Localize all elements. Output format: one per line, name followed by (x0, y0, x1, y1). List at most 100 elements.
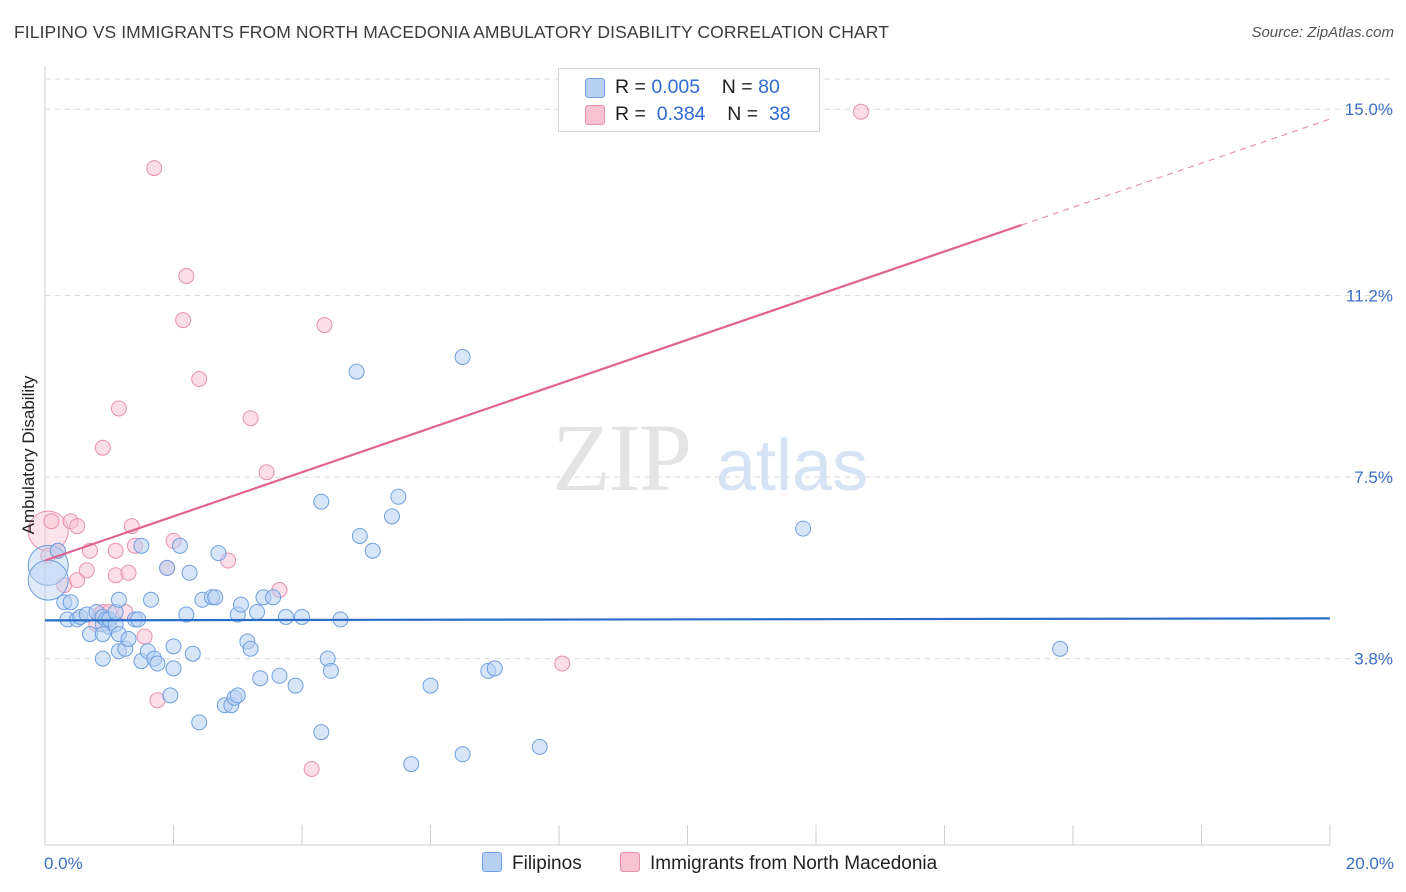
point-filipinos (348, 363, 365, 380)
legend-r-value: 0.384 (656, 103, 706, 125)
grid-lines (45, 78, 1390, 660)
point-north-macedonia (258, 464, 275, 481)
point-north-macedonia (191, 371, 208, 388)
y-tick-label: 15.0% (1345, 100, 1393, 119)
trend-line-filipinos (44, 617, 1331, 622)
tick-labels: 3.8% 7.5% 11.2% 15.0% 0.0% 20.0% (44, 100, 1394, 873)
chart-title: FILIPINO VS IMMIGRANTS FROM NORTH MACEDO… (14, 22, 890, 42)
point-north-macedonia (94, 439, 111, 456)
legend-r-label: R = (615, 103, 646, 125)
point-filipinos (364, 542, 381, 559)
point-filipinos (383, 508, 400, 525)
point-north-macedonia (107, 542, 124, 559)
point-north-macedonia (316, 317, 333, 334)
trend-line-north-macedonia-dashed (1021, 118, 1331, 226)
point-filipinos (207, 589, 224, 606)
point-filipinos (242, 640, 259, 657)
bottom-legend-filipinos: Filipinos (482, 852, 582, 875)
point-north-macedonia (242, 410, 259, 427)
point-filipinos (454, 348, 471, 365)
y-tick-label: 3.8% (1354, 650, 1393, 669)
y-tick-label: 11.2% (1346, 287, 1393, 306)
point-filipinos (277, 608, 294, 625)
point-filipinos (181, 564, 198, 581)
bottom-legend-swatch-blue (482, 852, 502, 872)
trend-lines (44, 118, 1331, 622)
legend-r-value: 0.005 (651, 76, 701, 98)
bottom-legend-north-macedonia: Immigrants from North Macedonia (620, 852, 937, 875)
point-filipinos (229, 687, 246, 704)
bottom-legend-label: Immigrants from North Macedonia (650, 853, 938, 874)
source-label: Source: ZipAtlas.com (1251, 24, 1394, 41)
point-filipinos (27, 559, 69, 601)
point-filipinos (165, 660, 182, 677)
point-filipinos (133, 537, 150, 554)
x-tick-label: 0.0% (44, 854, 83, 873)
y-axis-label: Ambulatory Disability (19, 375, 38, 534)
point-filipinos (531, 738, 548, 755)
point-filipinos (120, 630, 137, 647)
point-north-macedonia (110, 400, 127, 417)
legend-n-label: N = (721, 76, 753, 98)
point-north-macedonia (120, 564, 137, 581)
point-north-macedonia (69, 572, 86, 589)
point-filipinos (454, 746, 471, 763)
point-north-macedonia (554, 655, 571, 672)
point-filipinos (422, 677, 439, 694)
trend-line-north-macedonia (44, 223, 1022, 562)
point-filipinos (232, 596, 249, 613)
point-north-macedonia (303, 760, 320, 777)
point-filipinos (149, 655, 166, 672)
legend-n-label: N = (727, 103, 759, 125)
point-filipinos (94, 650, 111, 667)
point-north-macedonia (69, 518, 86, 535)
point-filipinos (162, 687, 179, 704)
point-filipinos (795, 520, 812, 537)
point-filipinos (178, 606, 195, 623)
point-filipinos (486, 660, 503, 677)
watermark-zip: ZIP (552, 404, 690, 511)
point-filipinos (322, 662, 339, 679)
axes (44, 66, 1331, 846)
point-filipinos (249, 604, 266, 621)
legend-r-label: R = (615, 76, 646, 98)
point-north-macedonia (78, 562, 95, 579)
y-tick-label: 7.5% (1354, 468, 1393, 487)
point-filipinos (313, 724, 330, 741)
point-filipinos (287, 677, 304, 694)
point-filipinos (390, 488, 407, 505)
point-filipinos (62, 594, 79, 611)
point-north-macedonia (146, 160, 163, 177)
point-filipinos (252, 670, 269, 687)
point-filipinos (143, 591, 160, 608)
bottom-legend-label: Filipinos (512, 853, 582, 874)
point-filipinos (294, 608, 310, 625)
point-north-macedonia (136, 628, 153, 645)
point-north-macedonia (178, 268, 195, 285)
point-filipinos (159, 559, 176, 576)
point-filipinos (165, 638, 182, 655)
point-filipinos (1052, 640, 1069, 657)
point-filipinos (351, 527, 368, 544)
bottom-legend-swatch-pink (620, 852, 640, 872)
point-filipinos (313, 493, 330, 510)
point-filipinos (191, 714, 208, 731)
point-filipinos (265, 589, 282, 606)
point-filipinos (210, 545, 227, 562)
legend-swatch-pink (585, 105, 605, 125)
point-north-macedonia (175, 312, 192, 329)
watermark-atlas: atlas (716, 426, 868, 506)
point-filipinos (110, 591, 127, 608)
watermark: ZIP atlas (552, 404, 868, 511)
point-filipinos (94, 626, 111, 643)
points-filipinos (27, 348, 1069, 773)
point-north-macedonia (43, 513, 60, 530)
legend-n-value: 38 (768, 103, 791, 125)
point-filipinos (184, 645, 201, 662)
legend-n-value: 80 (758, 76, 780, 98)
point-filipinos (171, 537, 188, 554)
x-tick-label: 20.0% (1346, 854, 1394, 873)
legend-swatch-blue (585, 78, 605, 98)
point-filipinos (271, 667, 288, 684)
